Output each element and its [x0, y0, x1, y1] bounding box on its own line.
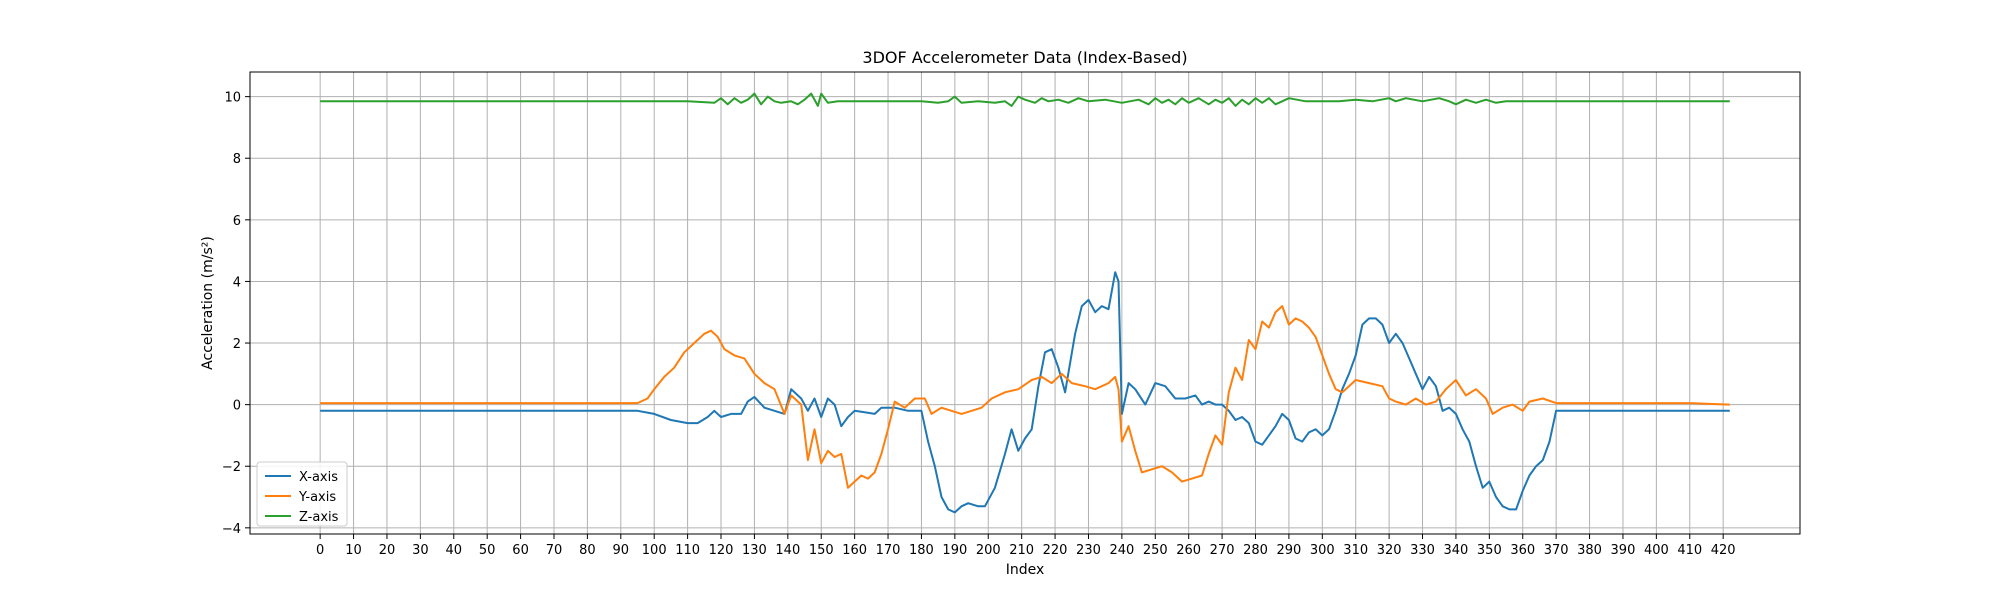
grid	[250, 72, 1800, 534]
x-tick-label: 290	[1276, 543, 1301, 558]
legend-box	[256, 461, 348, 527]
x-tick-label: 330	[1410, 543, 1435, 558]
x-tick-label: 410	[1677, 543, 1702, 558]
legend-label: Y-axis	[298, 490, 336, 505]
y-axis-label: Acceleration (m/s²)	[200, 236, 216, 370]
x-tick-label: 70	[546, 543, 563, 558]
x-tick-label: 350	[1477, 543, 1502, 558]
y-tick-label: −2	[222, 460, 241, 475]
series-layer	[320, 92, 1730, 514]
x-tick-label: 110	[675, 543, 700, 558]
series-line-x-axis	[320, 271, 1730, 514]
x-tick-label: 400	[1644, 543, 1669, 558]
x-tick-label: 390	[1611, 543, 1636, 558]
y-tick-label: 0	[233, 399, 241, 414]
series-line-z-axis	[320, 92, 1730, 107]
legend-label: X-axis	[299, 470, 338, 485]
x-tick-label: 230	[1076, 543, 1101, 558]
x-tick-label: 180	[909, 543, 934, 558]
y-tick-label: 2	[233, 337, 241, 352]
x-tick-label: 360	[1510, 543, 1535, 558]
y-tick-label: 8	[233, 152, 241, 167]
x-tick-label: 160	[842, 543, 867, 558]
x-tick-label: 80	[579, 543, 596, 558]
x-tick-label: 300	[1310, 543, 1335, 558]
x-tick-label: 420	[1711, 543, 1736, 558]
x-tick-label: 140	[775, 543, 800, 558]
x-tick-label: 310	[1343, 543, 1368, 558]
y-tick-label: 6	[233, 214, 241, 229]
x-tick-label: 90	[613, 543, 630, 558]
legend-label: Z-axis	[299, 510, 339, 525]
x-tick-label: 60	[512, 543, 529, 558]
y-tick-label: 4	[233, 275, 241, 290]
plot-frame	[249, 71, 1801, 535]
x-tick-label: 130	[742, 543, 767, 558]
x-tick-label: 120	[709, 543, 734, 558]
x-tick-label: 170	[876, 543, 901, 558]
x-tick-label: 200	[976, 543, 1001, 558]
x-tick-label: 30	[412, 543, 429, 558]
x-tick-label: 370	[1544, 543, 1569, 558]
x-tick-label: 340	[1444, 543, 1469, 558]
y-tick-label: 10	[224, 91, 241, 106]
x-tick-label: 150	[809, 543, 834, 558]
x-tick-label: 220	[1043, 543, 1068, 558]
x-tick-label: 240	[1109, 543, 1134, 558]
x-tick-label: 210	[1009, 543, 1034, 558]
y-tick-label: −4	[222, 522, 241, 537]
x-tick-label: 380	[1577, 543, 1602, 558]
x-tick-label: 190	[942, 543, 967, 558]
ticks: 0 10 20 30 40 50 60 70 80 90 100 110 120 130 140 150 160…	[222, 91, 1736, 558]
x-tick-label: 260	[1176, 543, 1201, 558]
x-tick-label: 20	[379, 543, 396, 558]
x-tick-label: 0	[316, 543, 324, 558]
x-tick-label: 280	[1243, 543, 1268, 558]
x-axis-label: Index	[1006, 562, 1045, 578]
x-tick-label: 50	[479, 543, 496, 558]
series-line-y-axis	[320, 305, 1730, 489]
x-tick-label: 250	[1143, 543, 1168, 558]
legend: X-axis Y-axis Z-axis	[256, 461, 348, 527]
chart-title: 3DOF Accelerometer Data (Index-Based)	[862, 48, 1187, 67]
x-tick-label: 320	[1377, 543, 1402, 558]
x-tick-label: 270	[1210, 543, 1235, 558]
x-tick-label: 100	[642, 543, 667, 558]
x-tick-label: 40	[445, 543, 462, 558]
x-tick-label: 10	[345, 543, 362, 558]
